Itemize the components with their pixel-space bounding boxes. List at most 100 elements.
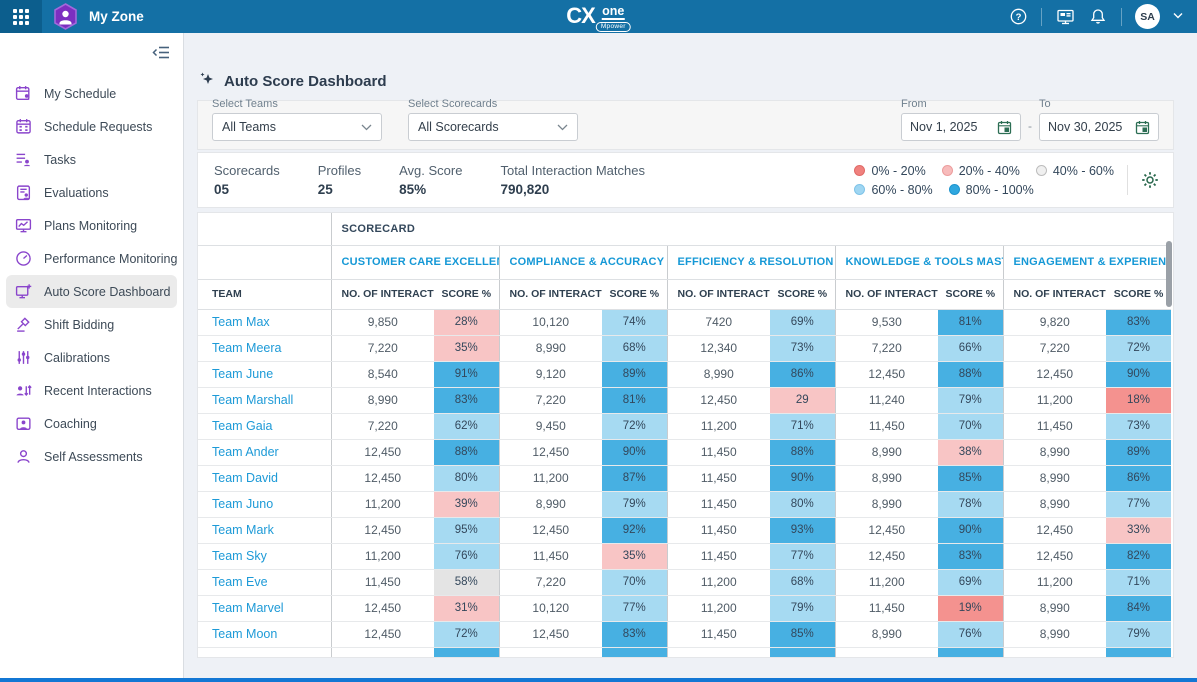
interactions-cell: 11,200 bbox=[666, 569, 770, 596]
interactions-column-header: NO. OF INTERACTI... bbox=[498, 279, 602, 310]
app-launcher-button[interactable] bbox=[0, 0, 42, 33]
date-range-separator: - bbox=[1028, 119, 1032, 133]
score-dashboard-icon bbox=[15, 283, 32, 300]
calendar-icon bbox=[997, 120, 1012, 134]
stat-label: Total Interaction Matches bbox=[500, 163, 645, 178]
interactions-cell: 11,200 bbox=[834, 569, 938, 596]
interactions-cell: 8,990 bbox=[330, 387, 434, 414]
topbar-divider bbox=[1121, 7, 1122, 26]
score-cell: 66% bbox=[938, 335, 1003, 362]
sidebar-item-performance-monitoring[interactable]: Performance Monitoring bbox=[6, 242, 177, 275]
sidebar-item-shift-bidding[interactable]: Shift Bidding bbox=[6, 308, 177, 341]
score-cell bbox=[434, 647, 499, 657]
team-cell: Team Gaia bbox=[198, 413, 331, 440]
score-cell: 90% bbox=[602, 439, 667, 466]
team-cell: Team Meera bbox=[198, 335, 331, 362]
score-cell: 33% bbox=[1106, 517, 1172, 544]
interactions-cell: 12,450 bbox=[1002, 517, 1106, 544]
score-cell: 79% bbox=[1106, 621, 1172, 648]
table-row: Team Marshall 8,990 83% 7,220 81% 12,450 29 11,… bbox=[198, 387, 1172, 414]
user-arrows-icon bbox=[15, 382, 32, 399]
score-cell: 74% bbox=[602, 309, 667, 336]
from-date-label: From bbox=[901, 98, 927, 110]
from-date-input[interactable]: Nov 1, 2025 bbox=[901, 113, 1021, 141]
logo-cx: CX bbox=[566, 3, 596, 28]
sidebar-item-recent-interactions[interactable]: Recent Interactions bbox=[6, 374, 177, 407]
team-link-team-moon[interactable]: Team Moon bbox=[212, 627, 278, 641]
score-cell: 78% bbox=[938, 491, 1003, 518]
sidebar-item-plans-monitoring[interactable]: Plans Monitoring bbox=[6, 209, 177, 242]
interactions-cell: 8,990 bbox=[1002, 621, 1106, 648]
team-link-team-ander[interactable]: Team Ander bbox=[212, 445, 279, 459]
score-cell: 83% bbox=[434, 387, 499, 414]
score-cell: 88% bbox=[770, 439, 835, 466]
empty-header-cell bbox=[198, 245, 331, 280]
legend-label: 40% - 60% bbox=[1052, 163, 1114, 178]
vertical-scrollbar[interactable] bbox=[1166, 241, 1172, 307]
team-link-team-max[interactable]: Team Max bbox=[212, 315, 270, 329]
team-link-team-marshall[interactable]: Team Marshall bbox=[212, 393, 294, 407]
score-cell: 72% bbox=[434, 621, 499, 648]
sidebar-item-coaching[interactable]: Coaching bbox=[6, 407, 177, 440]
sidebar-item-self-assessments[interactable]: Self Assessments bbox=[6, 440, 177, 473]
calendar-icon bbox=[1135, 120, 1150, 134]
interactions-cell: 10,120 bbox=[498, 309, 602, 336]
grid-icon bbox=[13, 8, 29, 25]
team-link-team-eve[interactable]: Team Eve bbox=[212, 575, 268, 589]
interactions-cell: 9,450 bbox=[498, 413, 602, 440]
screen-share-icon[interactable] bbox=[1055, 7, 1075, 27]
sidebar-item-tasks[interactable]: Tasks bbox=[6, 143, 177, 176]
interactions-cell: 12,450 bbox=[498, 621, 602, 648]
score-cell: 82% bbox=[1106, 543, 1172, 570]
interactions-cell: 11,450 bbox=[666, 491, 770, 518]
to-date-input[interactable]: Nov 30, 2025 bbox=[1039, 113, 1159, 141]
team-link-team-mark[interactable]: Team Mark bbox=[212, 523, 274, 537]
legend-label: 60% - 80% bbox=[871, 182, 933, 197]
user-menu-chevron-icon[interactable] bbox=[1173, 11, 1183, 22]
interactions-cell: 11,450 bbox=[666, 543, 770, 570]
team-link-team-june[interactable]: Team June bbox=[212, 367, 274, 381]
interactions-cell: 11,450 bbox=[666, 517, 770, 544]
team-cell bbox=[198, 647, 331, 657]
sidebar-item-label: Tasks bbox=[44, 152, 76, 167]
team-link-team-juno[interactable]: Team Juno bbox=[212, 497, 274, 511]
legend-divider bbox=[1127, 165, 1128, 195]
sidebar-item-label: Coaching bbox=[44, 416, 97, 431]
user-avatar[interactable]: SA bbox=[1135, 4, 1160, 29]
gavel-icon bbox=[15, 316, 32, 333]
team-cell: Team Juno bbox=[198, 491, 331, 518]
score-column-header: SCORE % bbox=[938, 279, 1003, 310]
sidebar-collapse-icon[interactable] bbox=[152, 45, 171, 65]
team-link-team-david[interactable]: Team David bbox=[212, 471, 278, 485]
table-row: Team Eve 11,450 58% 7,220 70% 11,200 68% 11,200… bbox=[198, 569, 1172, 596]
score-column-header: SCORE % bbox=[770, 279, 835, 310]
interactions-cell: 8,990 bbox=[834, 465, 938, 492]
sidebar-item-my-schedule[interactable]: My Schedule bbox=[6, 77, 177, 110]
table-row: Team Ander 12,450 88% 12,450 90% 11,450 88% 8,9… bbox=[198, 439, 1172, 466]
sidebar-item-auto-score-dashboard[interactable]: Auto Score Dashboard bbox=[6, 275, 177, 308]
scorecards-select[interactable]: All Scorecards bbox=[408, 113, 578, 141]
sliders-icon bbox=[15, 349, 32, 366]
team-link-team-sky[interactable]: Team Sky bbox=[212, 549, 267, 563]
help-icon[interactable]: ? bbox=[1008, 7, 1028, 27]
scorecard-header-customer-care-excellence: CUSTOMER CARE EXCELLENCE bbox=[330, 245, 499, 280]
sidebar-item-calibrations[interactable]: Calibrations bbox=[6, 341, 177, 374]
team-link-team-gaia[interactable]: Team Gaia bbox=[212, 419, 273, 433]
score-cell: 77% bbox=[602, 595, 667, 622]
team-link-team-marvel[interactable]: Team Marvel bbox=[212, 601, 284, 615]
team-link-team-meera[interactable]: Team Meera bbox=[212, 341, 282, 355]
sidebar-item-schedule-requests[interactable]: Schedule Requests bbox=[6, 110, 177, 143]
sidebar-item-label: My Schedule bbox=[44, 86, 117, 101]
interactions-cell: 9,820 bbox=[1002, 309, 1106, 336]
settings-gear-icon[interactable] bbox=[1141, 171, 1159, 189]
sidebar-item-evaluations[interactable]: Evaluations bbox=[6, 176, 177, 209]
notifications-bell-icon[interactable] bbox=[1088, 7, 1108, 27]
chevron-down-icon bbox=[557, 124, 568, 130]
teams-select[interactable]: All Teams bbox=[212, 113, 382, 141]
legend-item-60-80: 60% - 80% bbox=[854, 182, 933, 197]
clipboard-user-icon bbox=[15, 184, 32, 201]
logo-one: one bbox=[602, 4, 625, 20]
interactions-cell: 8,990 bbox=[834, 621, 938, 648]
score-cell: 89% bbox=[602, 361, 667, 388]
interactions-cell: 11,450 bbox=[834, 595, 938, 622]
